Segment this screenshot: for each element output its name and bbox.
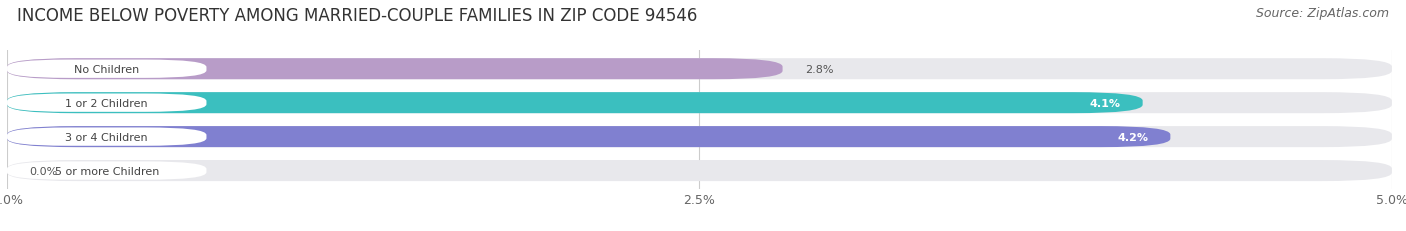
- FancyBboxPatch shape: [7, 60, 207, 79]
- Text: Source: ZipAtlas.com: Source: ZipAtlas.com: [1256, 7, 1389, 20]
- FancyBboxPatch shape: [7, 94, 207, 112]
- FancyBboxPatch shape: [7, 59, 1392, 80]
- Text: INCOME BELOW POVERTY AMONG MARRIED-COUPLE FAMILIES IN ZIP CODE 94546: INCOME BELOW POVERTY AMONG MARRIED-COUPL…: [17, 7, 697, 25]
- FancyBboxPatch shape: [7, 127, 1170, 148]
- FancyBboxPatch shape: [7, 93, 1143, 114]
- FancyBboxPatch shape: [7, 59, 783, 80]
- Text: 5 or more Children: 5 or more Children: [55, 166, 159, 176]
- Text: 3 or 4 Children: 3 or 4 Children: [66, 132, 148, 142]
- Text: 2.8%: 2.8%: [804, 64, 834, 74]
- FancyBboxPatch shape: [7, 162, 207, 180]
- FancyBboxPatch shape: [7, 160, 1392, 181]
- Text: No Children: No Children: [75, 64, 139, 74]
- Text: 0.0%: 0.0%: [30, 166, 58, 176]
- Text: 1 or 2 Children: 1 or 2 Children: [66, 98, 148, 108]
- Text: 4.2%: 4.2%: [1118, 132, 1149, 142]
- Text: 4.1%: 4.1%: [1090, 98, 1121, 108]
- FancyBboxPatch shape: [7, 128, 207, 146]
- FancyBboxPatch shape: [7, 93, 1392, 114]
- FancyBboxPatch shape: [7, 127, 1392, 148]
